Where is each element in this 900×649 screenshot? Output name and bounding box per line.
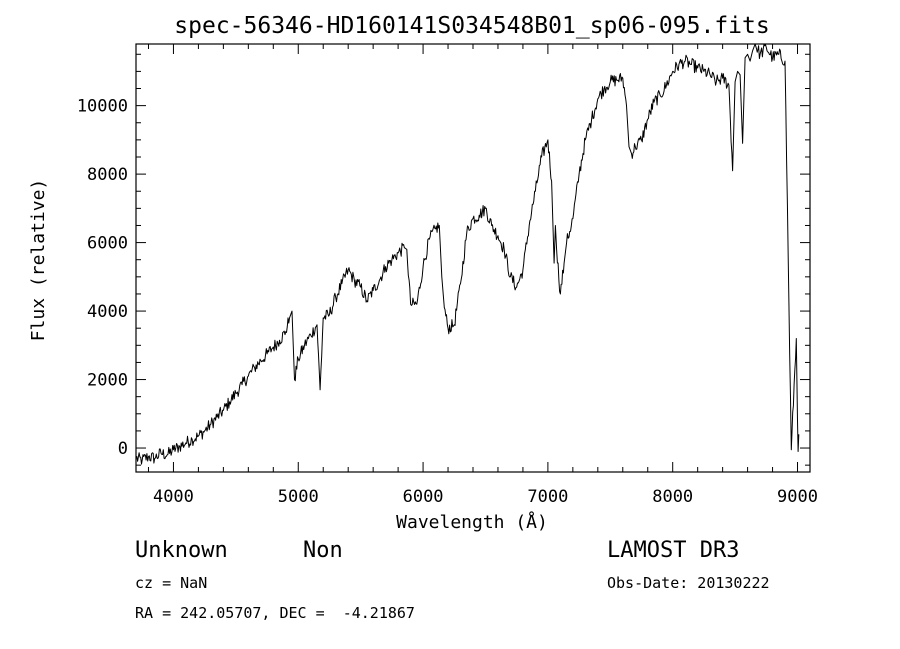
x-tick-label: 8000 <box>652 487 693 507</box>
x-tick-label: 7000 <box>527 487 568 507</box>
chart-title: spec-56346-HD160141S034548B01_sp06-095.f… <box>174 13 769 39</box>
x-tick-label: 9000 <box>777 487 818 507</box>
obs-date: Obs-Date: 20130222 <box>607 574 770 592</box>
axis-ticks: 4000 5000 6000 7000 8000 9000 0 2000 4000 6000 800… <box>77 44 818 507</box>
x-tick-label: 5000 <box>278 487 319 507</box>
y-tick-label: 6000 <box>87 234 128 254</box>
x-axis-label: Wavelength (Å) <box>396 511 548 533</box>
coordinates-text: RA = 242.05707, DEC = -4.21867 <box>135 604 415 622</box>
y-tick-label: 2000 <box>87 371 128 391</box>
y-axis-label: Flux (relative) <box>28 179 49 342</box>
x-tick-label: 4000 <box>153 487 194 507</box>
redshift-text: cz = NaN <box>135 574 208 592</box>
object-class: Unknown <box>135 538 228 563</box>
y-tick-label: 10000 <box>77 97 128 117</box>
y-tick-label: 4000 <box>87 302 128 322</box>
series-line-flux <box>135 43 800 465</box>
y-tick-label: 8000 <box>87 165 128 185</box>
plot-frame <box>135 43 811 473</box>
survey-name: LAMOST DR3 <box>607 538 740 563</box>
y-tick-label: 0 <box>118 439 128 459</box>
series-layer <box>135 43 800 465</box>
object-subclass: Non <box>303 538 343 563</box>
x-tick-label: 6000 <box>403 487 444 507</box>
